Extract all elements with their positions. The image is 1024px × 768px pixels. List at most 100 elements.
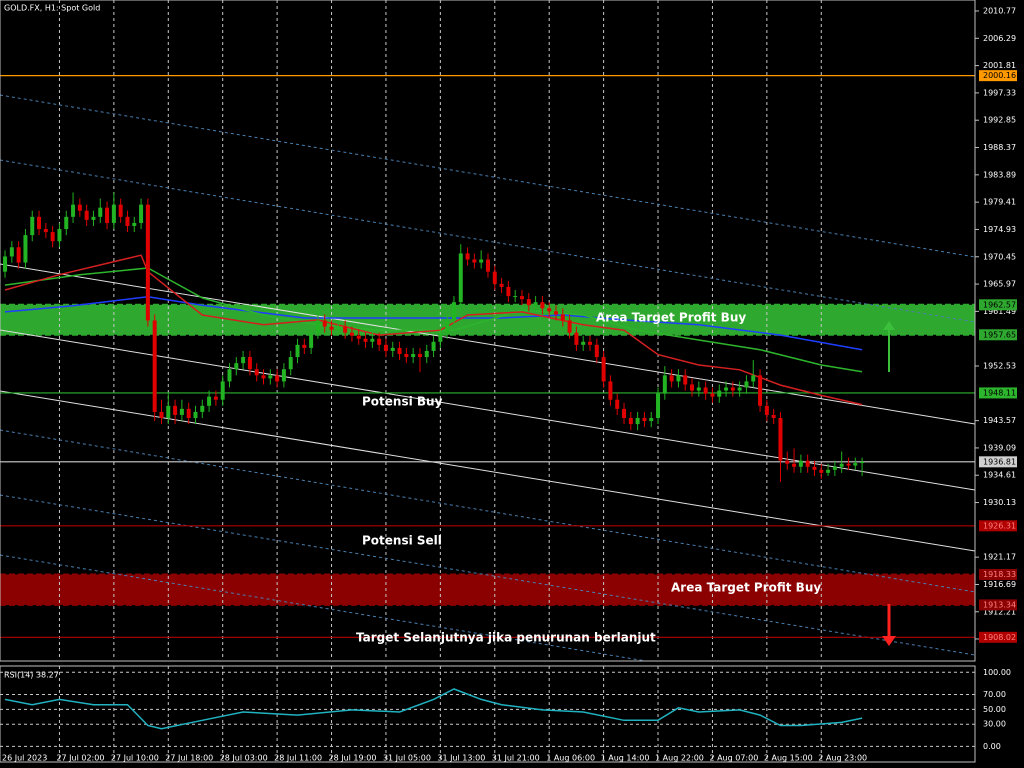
candle-body bbox=[519, 296, 524, 300]
price-label-box bbox=[979, 70, 1017, 82]
y-tick-label: 1992.85 bbox=[983, 116, 1016, 125]
candle-body bbox=[166, 405, 171, 418]
candle-body bbox=[37, 216, 42, 230]
x-tick-label: 1 Aug 14:00 bbox=[601, 754, 650, 763]
x-tick-label: 28 Jul 03:00 bbox=[220, 754, 268, 763]
candle-body bbox=[540, 302, 545, 309]
candle-body bbox=[424, 350, 429, 358]
candle-body bbox=[132, 222, 137, 226]
candle-body bbox=[220, 381, 225, 400]
candle-body bbox=[485, 259, 490, 272]
candle-body bbox=[730, 387, 735, 391]
price-label: 1936.81 bbox=[983, 457, 1016, 466]
candle-body bbox=[336, 326, 341, 330]
candle-body bbox=[57, 229, 62, 242]
candle-body bbox=[472, 259, 477, 263]
price-label-box bbox=[979, 599, 1017, 611]
candle-body bbox=[281, 369, 286, 382]
candle-body bbox=[662, 375, 667, 394]
arrows bbox=[882, 321, 896, 646]
y-tick-label: 1997.33 bbox=[983, 88, 1016, 97]
candle-body bbox=[465, 253, 470, 260]
candle-body bbox=[513, 296, 518, 298]
moving-average bbox=[4, 295, 863, 351]
price-label: 1918.33 bbox=[983, 570, 1016, 579]
candle-body bbox=[397, 347, 402, 354]
y-tick-label: 1952.53 bbox=[983, 361, 1016, 370]
channel-line bbox=[0, 429, 975, 593]
candle-body bbox=[826, 469, 831, 473]
candle-body bbox=[492, 271, 497, 284]
candle-body bbox=[91, 216, 96, 220]
candle-body bbox=[771, 414, 776, 418]
candle-body bbox=[16, 247, 21, 263]
candle-body bbox=[812, 466, 817, 470]
arrow-up-head bbox=[883, 321, 895, 330]
candle-body bbox=[445, 320, 450, 333]
candle-body bbox=[322, 320, 327, 327]
candle-body bbox=[819, 469, 824, 473]
channel-line bbox=[0, 329, 975, 491]
candle-body bbox=[152, 320, 157, 412]
candle-body bbox=[302, 344, 307, 348]
price-label-box bbox=[979, 520, 1017, 532]
candle-body bbox=[683, 375, 688, 385]
candle-body bbox=[3, 256, 8, 272]
candle-body bbox=[601, 357, 606, 382]
candle-body bbox=[785, 460, 790, 464]
candle-body bbox=[431, 341, 436, 351]
candle-body bbox=[247, 357, 252, 370]
channel-line bbox=[0, 494, 975, 656]
x-tick-label: 28 Jul 11:00 bbox=[274, 754, 322, 763]
candle-body bbox=[635, 417, 640, 425]
rsi-frame bbox=[0, 665, 976, 763]
candle-body bbox=[744, 381, 749, 388]
price-label-box bbox=[979, 387, 1017, 399]
candle-body bbox=[173, 405, 178, 415]
y-tick-label: 2001.81 bbox=[983, 61, 1016, 70]
candle-body bbox=[588, 341, 593, 345]
candle-body bbox=[805, 460, 810, 467]
candle-body bbox=[737, 387, 742, 391]
y-tick-label: 1912.21 bbox=[983, 607, 1016, 616]
x-tick-label: 28 Jul 19:00 bbox=[329, 754, 377, 763]
candle-body bbox=[506, 286, 511, 297]
candle-body bbox=[526, 299, 531, 306]
price-label: 2000.16 bbox=[983, 71, 1016, 80]
rsi-title: RSI(14) 38.27 bbox=[4, 671, 59, 680]
candle-body bbox=[581, 341, 586, 345]
price-label-box bbox=[979, 456, 1017, 468]
price-label-box bbox=[979, 329, 1017, 341]
arrow-down-head bbox=[882, 636, 896, 646]
y-tick-label: 1965.97 bbox=[983, 280, 1016, 289]
candle-body bbox=[792, 463, 797, 467]
candle-body bbox=[145, 204, 150, 321]
x-tick-label: 27 Jul 18:00 bbox=[165, 754, 213, 763]
candle-body bbox=[778, 417, 783, 461]
candle-body bbox=[839, 463, 844, 467]
candle-body bbox=[213, 396, 218, 400]
candle-body bbox=[193, 411, 198, 418]
candle-body bbox=[23, 235, 28, 263]
price-label: 1926.31 bbox=[983, 521, 1016, 530]
candle-body bbox=[288, 357, 293, 370]
candle-body bbox=[186, 408, 191, 418]
annotation: Potensi Sell bbox=[362, 534, 442, 548]
y-tick-label: 1970.45 bbox=[983, 252, 1016, 261]
candle-body bbox=[499, 283, 504, 287]
levels bbox=[0, 75, 975, 638]
y-tick-label: 1930.13 bbox=[983, 498, 1016, 507]
annotation: Target Selanjutnya jika penurunan berlan… bbox=[356, 631, 656, 645]
candle-body bbox=[309, 332, 314, 348]
y-tick-label: 1916.69 bbox=[983, 580, 1016, 589]
price-label-box bbox=[979, 299, 1017, 311]
candle-body bbox=[690, 384, 695, 391]
candle-body bbox=[30, 216, 35, 236]
y-tick-label: 1943.57 bbox=[983, 416, 1016, 425]
candle-body bbox=[139, 204, 144, 223]
price-label: 1948.11 bbox=[983, 388, 1016, 397]
candle-body bbox=[377, 338, 382, 345]
y-tick-label: 2010.77 bbox=[983, 6, 1016, 15]
